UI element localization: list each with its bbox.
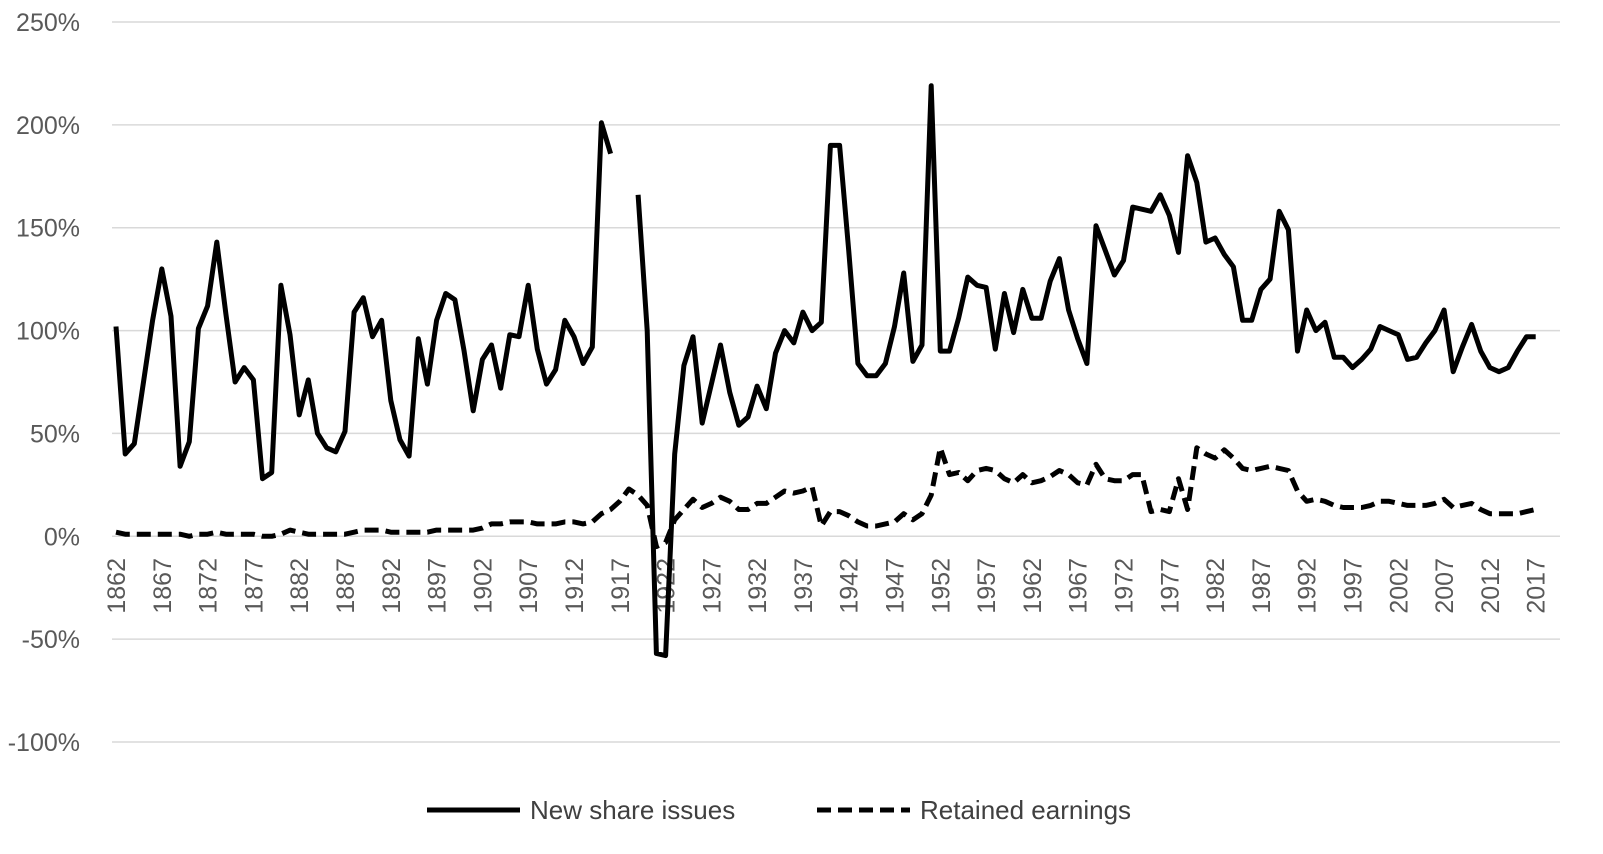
x-tick-label: 1917: [607, 558, 635, 614]
x-tick-label: 1967: [1065, 558, 1093, 614]
x-tick-label: 1957: [973, 558, 1001, 614]
y-tick-label: -100%: [8, 729, 80, 757]
gridlines: [112, 21, 1560, 743]
y-tick-label: 50%: [30, 420, 80, 448]
y-tick-label: 0%: [44, 523, 80, 551]
x-tick-label: 1882: [286, 558, 314, 614]
x-tick-label: 1867: [149, 558, 177, 614]
legend: New share issues Retained earnings: [427, 795, 1131, 825]
legend-label-new-share-issues: New share issues: [530, 795, 735, 825]
y-tick-label: -50%: [22, 626, 80, 654]
x-tick-label: 2017: [1523, 558, 1551, 614]
x-tick-label: 1972: [1111, 558, 1139, 614]
y-tick-label: 200%: [16, 112, 80, 140]
x-tick-label: 1997: [1339, 558, 1367, 614]
x-tick-label: 1862: [103, 558, 131, 614]
x-tick-label: 1987: [1248, 558, 1276, 614]
x-tick-label: 1887: [332, 558, 360, 614]
x-tick-label: 1962: [1019, 558, 1047, 614]
x-axis-tick-labels: 1862 1867 1872 1877 1882 1887 1892 1897 1902 1907…: [103, 558, 1551, 614]
x-tick-label: 1947: [882, 558, 910, 614]
series-line-new-share-issues: [113, 83, 1536, 659]
x-tick-label: 1937: [790, 558, 818, 614]
x-tick-label: 1977: [1156, 558, 1184, 614]
x-tick-label: 1927: [698, 558, 726, 614]
x-tick-label: 1942: [836, 558, 864, 614]
x-tick-label: 1892: [378, 558, 406, 614]
y-tick-label: 100%: [16, 318, 80, 346]
x-tick-label: 1982: [1202, 558, 1230, 614]
y-tick-label: 250%: [16, 9, 80, 37]
x-tick-label: 2007: [1431, 558, 1459, 614]
legend-label-retained-earnings: Retained earnings: [920, 795, 1131, 825]
x-tick-label: 1902: [469, 558, 497, 614]
series-line-retained-earnings: [115, 445, 1537, 550]
series-lines: [113, 83, 1537, 659]
y-tick-label: 150%: [16, 215, 80, 243]
x-tick-label: 1907: [515, 558, 543, 614]
x-tick-label: 1877: [240, 558, 268, 614]
x-tick-label: 1992: [1294, 558, 1322, 614]
x-tick-label: 2002: [1385, 558, 1413, 614]
x-tick-label: 1912: [561, 558, 589, 614]
y-axis-tick-labels: 250% 200% 150% 100% 50% 0% -50% -100%: [8, 9, 80, 757]
x-tick-label: 1897: [424, 558, 452, 614]
x-tick-label: 2012: [1477, 558, 1505, 614]
x-tick-label: 1932: [744, 558, 772, 614]
x-tick-label: 1872: [195, 558, 223, 614]
x-tick-label: 1952: [927, 558, 955, 614]
